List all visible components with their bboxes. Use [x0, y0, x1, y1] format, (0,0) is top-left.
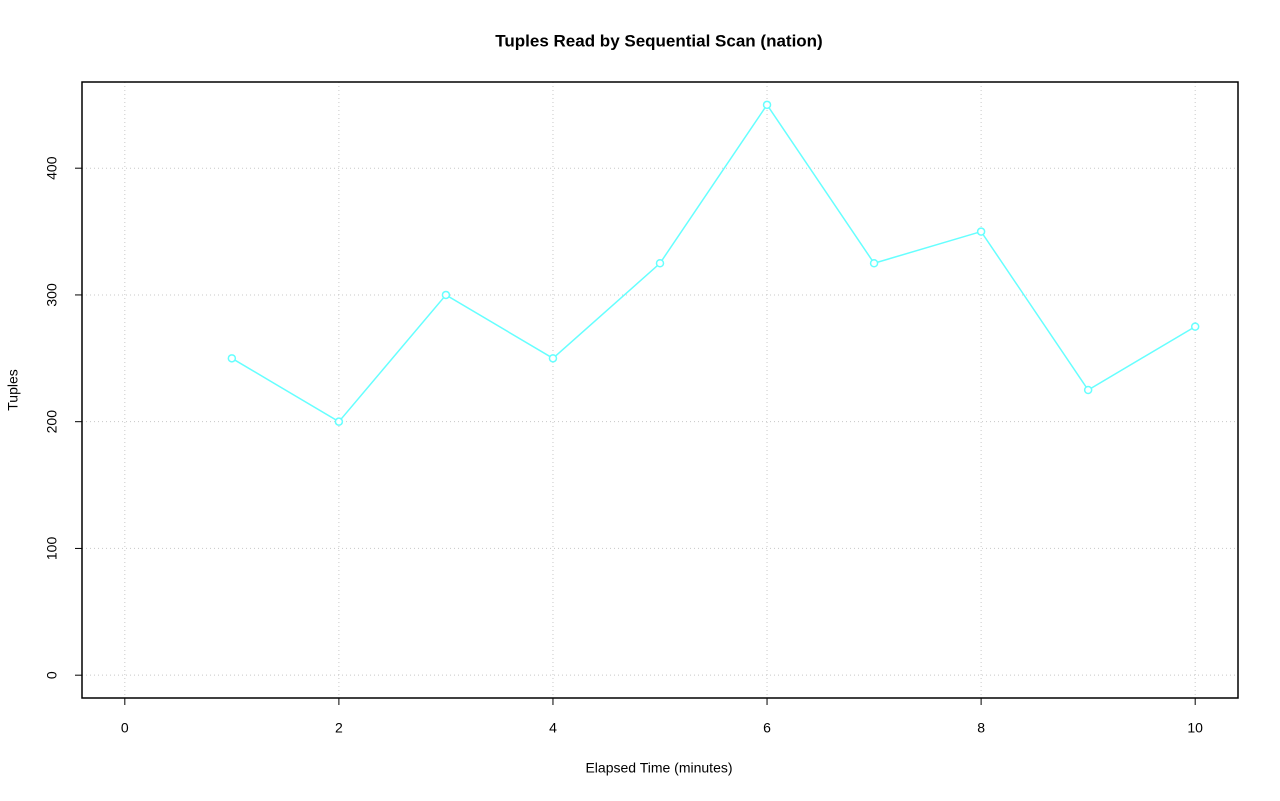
- data-point: [869, 259, 879, 268]
- y-tick-label: 400: [44, 156, 60, 180]
- data-point: [1083, 385, 1093, 395]
- plot-frame: [81, 81, 1239, 699]
- y-tick-label: 0: [44, 671, 60, 679]
- y-tick-label: 300: [44, 283, 60, 307]
- y-axis-label: Tuples: [5, 369, 21, 411]
- data-point: [334, 417, 344, 426]
- series-line: [231, 103, 1196, 423]
- data-point: [227, 354, 237, 363]
- x-tick-label: 10: [1187, 720, 1203, 736]
- data-point: [762, 100, 772, 110]
- x-tick-label: 2: [335, 720, 343, 736]
- y-tick-label: 100: [44, 537, 60, 561]
- data-point: [441, 290, 451, 300]
- y-tick-label: 200: [44, 410, 60, 434]
- data-point: [548, 354, 558, 363]
- x-tick-label: 4: [549, 720, 557, 736]
- x-tick-label: 0: [121, 720, 129, 736]
- data-point: [976, 227, 986, 236]
- x-tick-label: 8: [977, 720, 985, 736]
- data-point: [655, 259, 665, 268]
- x-axis-label: Elapsed Time (minutes): [585, 760, 732, 776]
- data-point: [1190, 322, 1200, 331]
- x-tick-label: 6: [763, 720, 771, 736]
- chart-title: Tuples Read by Sequential Scan (nation): [495, 31, 822, 50]
